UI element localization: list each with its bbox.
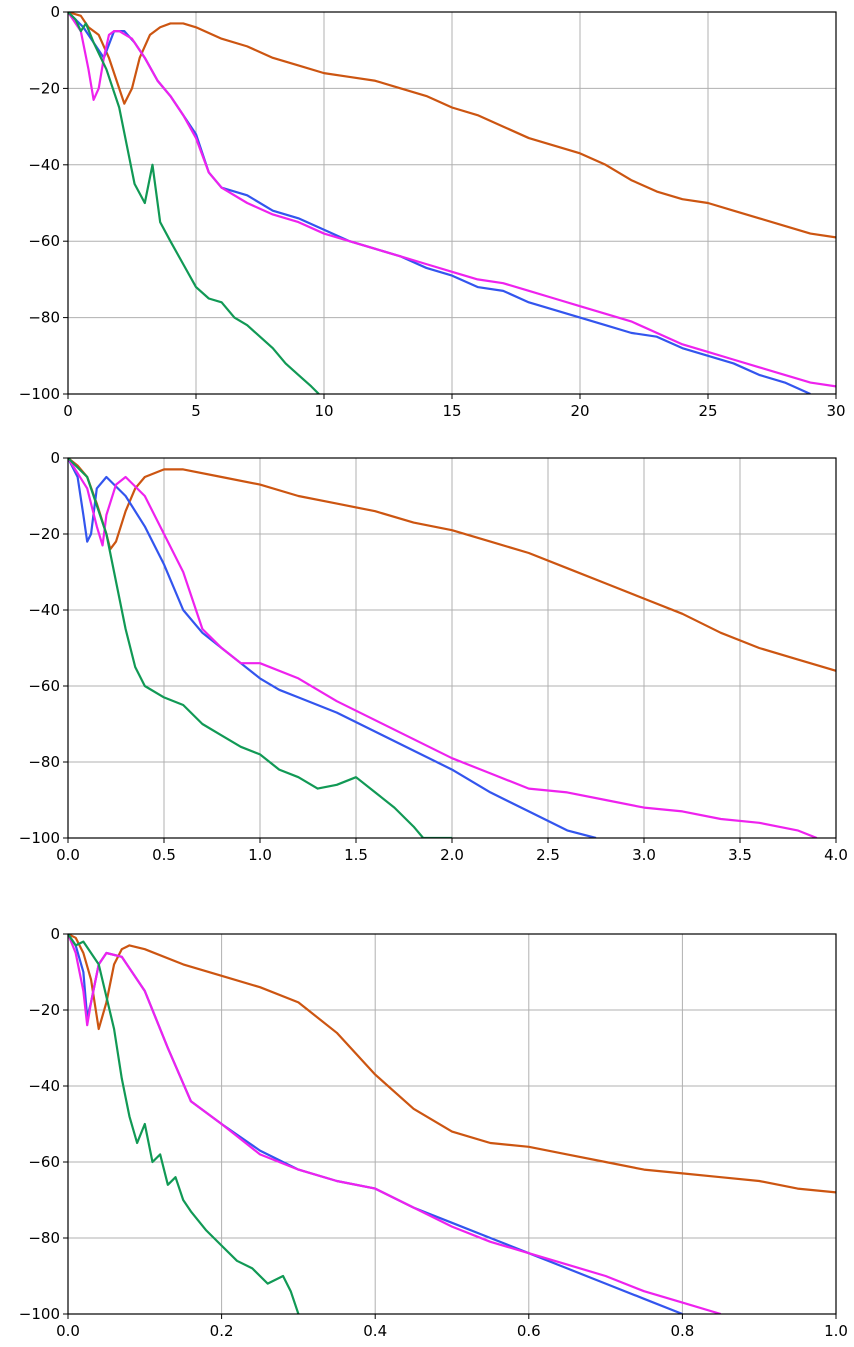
series-line-4 (68, 934, 300, 1314)
chart-panel-1: 0 5 10 15 20 25 30 0 −20 −40 −60 −80 −100 (19, 3, 846, 420)
y-tick-label: −100 (19, 829, 60, 847)
series-line-3 (68, 12, 836, 388)
y-tick-label: −100 (19, 1305, 60, 1323)
series-line-2 (68, 12, 811, 394)
x-tick-label: 25 (698, 402, 717, 420)
y-tick-label: −40 (28, 1077, 60, 1095)
x-tick-label: 0.4 (363, 1322, 387, 1340)
x-tick-label: 20 (570, 402, 589, 420)
x-tick-label: 30 (826, 402, 845, 420)
x-tick-label: 4.0 (824, 846, 848, 864)
x-tick-label: 0 (63, 402, 73, 420)
series-line-1 (68, 934, 836, 1194)
x-tick-label: 2.0 (440, 846, 464, 864)
y-tick-label: 0 (50, 3, 60, 21)
x-tick-label: 0.5 (152, 846, 176, 864)
y-tick-label: −20 (28, 1001, 60, 1019)
series-line-4 (68, 458, 452, 838)
series-line-2 (68, 458, 597, 838)
x-tick-label: 0.6 (517, 1322, 541, 1340)
y-tick-label: 0 (50, 925, 60, 943)
x-tick-label: 0.8 (670, 1322, 694, 1340)
y-tick-label: −80 (28, 753, 60, 771)
x-tick-label: 1.5 (344, 846, 368, 864)
y-tick-label: −20 (28, 525, 60, 543)
series-line-4 (68, 12, 320, 394)
x-tick-label: 3.5 (728, 846, 752, 864)
x-tick-label: 0.2 (210, 1322, 234, 1340)
x-tick-label: 2.5 (536, 846, 560, 864)
series-line-3 (68, 934, 722, 1314)
x-tick-label: 1.0 (248, 846, 272, 864)
y-tick-label: −60 (28, 232, 60, 250)
x-tick-label: 5 (191, 402, 201, 420)
y-tick-label: −80 (28, 1229, 60, 1247)
y-tick-label: −20 (28, 79, 60, 97)
x-tick-label: 1.0 (824, 1322, 848, 1340)
series-line-3 (68, 458, 818, 838)
x-tick-label: 3.0 (632, 846, 656, 864)
x-tick-label: 15 (442, 402, 461, 420)
x-tick-label: 0.0 (56, 1322, 80, 1340)
axes-frame (67, 933, 837, 1315)
y-tick-label: −80 (28, 309, 60, 327)
chart-panel-2: 0.0 0.5 1.0 1.5 2.0 2.5 3.0 3.5 4.0 0 −20 −40 −60 −80… (19, 449, 848, 864)
y-tick-label: −100 (19, 385, 60, 403)
y-tick-label: −40 (28, 156, 60, 174)
chart-panel-3: 0.0 0.2 0.4 0.6 0.8 1.0 0 −20 −40 −60 −80 −100 (19, 925, 848, 1340)
x-tick-label: 0.0 (56, 846, 80, 864)
y-tick-label: 0 (50, 449, 60, 467)
x-tick-label: 10 (314, 402, 333, 420)
y-tick-label: −40 (28, 601, 60, 619)
y-tick-label: −60 (28, 1153, 60, 1171)
series-line-1 (68, 12, 836, 239)
y-tick-label: −60 (28, 677, 60, 695)
